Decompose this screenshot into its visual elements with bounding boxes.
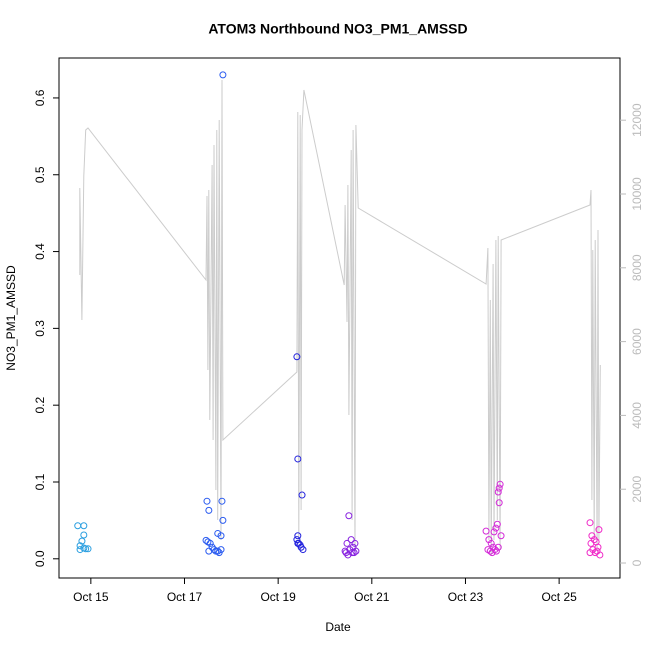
point (219, 516, 227, 524)
y-tick-label: 0.4 (33, 243, 47, 260)
y2-tick-label: 6000 (630, 328, 644, 355)
point (299, 546, 307, 554)
point (596, 551, 604, 559)
y2-tick-label: 0 (630, 559, 644, 566)
point (205, 547, 213, 555)
point (586, 549, 594, 557)
point (294, 539, 302, 547)
point (202, 536, 210, 544)
point (595, 526, 603, 534)
point (203, 497, 211, 505)
point (205, 506, 213, 514)
point (482, 527, 490, 535)
point (293, 536, 301, 544)
point (214, 547, 222, 555)
point (493, 520, 501, 528)
point (84, 545, 92, 553)
y2-tick-label: 2000 (630, 476, 644, 503)
point (294, 455, 302, 463)
point (345, 512, 353, 520)
point (495, 499, 503, 507)
point (586, 519, 594, 527)
x-tick-label: Oct 25 (541, 590, 577, 604)
y-tick-label: 0.6 (33, 89, 47, 106)
point (298, 491, 306, 499)
point (218, 497, 226, 505)
point (76, 542, 84, 550)
point (219, 71, 227, 79)
point (490, 528, 498, 536)
point (217, 532, 225, 540)
point (494, 488, 502, 496)
point (74, 522, 82, 530)
point (587, 539, 595, 547)
point (496, 480, 504, 488)
y-tick-label: 0.5 (33, 166, 47, 183)
x-tick-label: Oct 15 (73, 590, 109, 604)
plot-box (58, 57, 621, 579)
point (80, 531, 88, 539)
point (347, 536, 355, 544)
point (588, 532, 596, 540)
point (76, 546, 84, 554)
chart-title: ATOM3 Northbound NO3_PM1_AMSSD (208, 21, 467, 37)
point (80, 522, 88, 530)
point (343, 539, 351, 547)
point (492, 547, 500, 555)
x-tick-label: Oct 23 (448, 590, 484, 604)
x-tick-label: Oct 17 (167, 590, 203, 604)
point (78, 537, 86, 545)
y-tick-label: 0.2 (33, 397, 47, 414)
point (206, 539, 214, 547)
point (351, 539, 359, 547)
point (497, 532, 505, 540)
point (294, 532, 302, 540)
point (494, 543, 502, 551)
y2-tick-label: 4000 (630, 402, 644, 429)
point (485, 536, 493, 544)
x-tick-label: Oct 19 (260, 590, 296, 604)
y2-tick-label: 12000 (630, 103, 644, 137)
point (293, 353, 301, 361)
y2-tick-label: 10000 (630, 177, 644, 211)
y2-tick-label: 8000 (630, 254, 644, 281)
y-axis-label: NO3_PM1_AMSSD (4, 265, 18, 371)
x-axis-label: Date (325, 620, 351, 634)
y-tick-label: 0.0 (33, 550, 47, 567)
point (487, 539, 495, 547)
y-tick-label: 0.3 (33, 320, 47, 337)
point (342, 549, 350, 557)
point (217, 546, 225, 554)
point (492, 524, 500, 532)
x-tick-label: Oct 21 (354, 590, 390, 604)
point (495, 484, 503, 492)
altitude-line (79, 79, 601, 556)
y-tick-label: 0.1 (33, 473, 47, 490)
